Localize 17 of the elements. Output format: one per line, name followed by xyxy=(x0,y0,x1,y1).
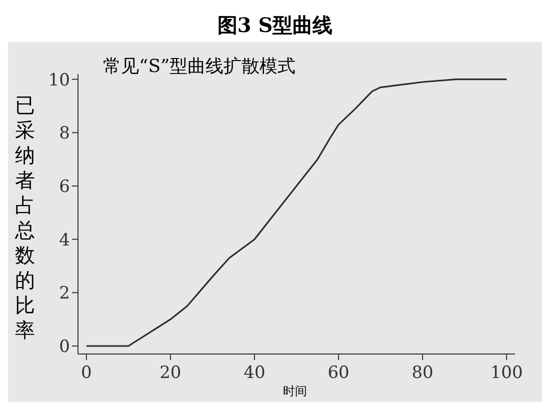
y-tick-label: 6 xyxy=(59,177,70,198)
x-tick-label: 40 xyxy=(244,363,266,384)
y-tick-label: 4 xyxy=(59,230,70,250)
x-axis-title: 时间 xyxy=(283,383,307,400)
x-tick-label: 80 xyxy=(412,363,434,384)
y-tick-label: 8 xyxy=(59,124,70,144)
x-tick-label: 20 xyxy=(160,363,182,384)
x-tick-label: 100 xyxy=(490,363,523,384)
line-series xyxy=(86,78,508,347)
y-tick-label: 2 xyxy=(59,284,70,304)
y-tick-label: 0 xyxy=(59,337,70,358)
x-tick-label: 0 xyxy=(80,363,92,384)
text: 已采纳者占总数的比率 xyxy=(15,93,35,342)
y-tick-label: 10 xyxy=(48,70,70,90)
chart-title: 图3 S型曲线 xyxy=(8,8,542,42)
x-tick-label: 60 xyxy=(328,363,350,384)
annotation: 常见“S”型曲线扩散模式 xyxy=(103,55,296,78)
